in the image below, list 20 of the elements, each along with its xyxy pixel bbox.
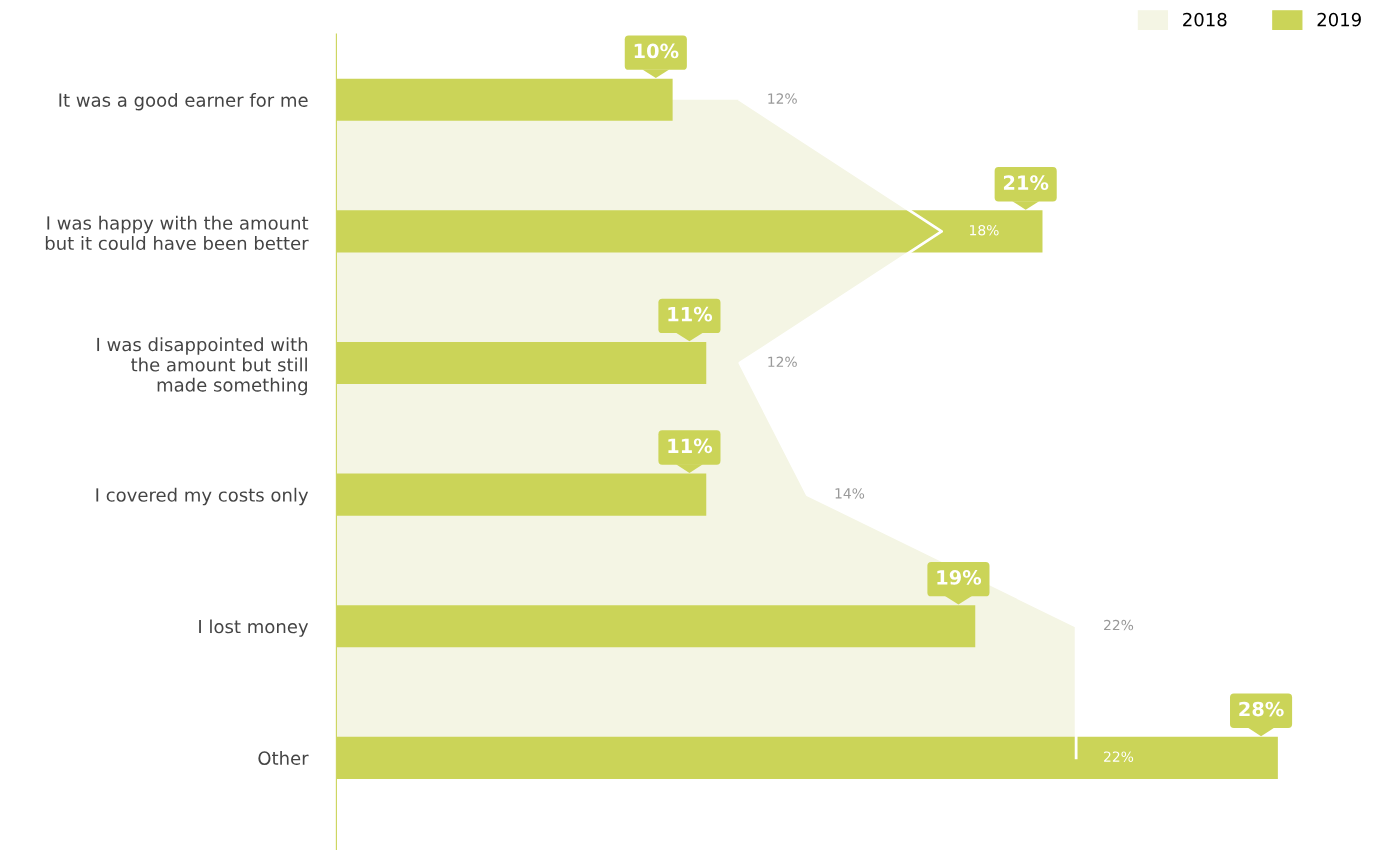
y-tick-label: I lost money: [199, 619, 309, 637]
y-tick-label: I was disappointed with the amount but still made something: [97, 337, 308, 396]
data-label: 18%: [970, 224, 999, 236]
data-label: 19%: [937, 570, 982, 585]
data-label: 12%: [768, 356, 797, 368]
y-tick-label: It was a good earner for me: [59, 92, 308, 111]
data-label: 22%: [1104, 619, 1134, 631]
data-label: 12%: [768, 93, 797, 104]
y-tick-label: I was happy with the amount but it could have been better: [45, 215, 309, 251]
data-label: 21%: [1003, 175, 1049, 190]
data-label: 11%: [668, 438, 713, 454]
data-label: 22%: [1104, 751, 1134, 762]
data-label: 14%: [835, 488, 865, 499]
data-label: 11%: [668, 306, 713, 322]
legend-label: 2019: [1317, 12, 1361, 27]
data-label: 10%: [634, 43, 679, 59]
legend-label: 2018: [1183, 12, 1227, 27]
y-tick-label: Other: [258, 751, 309, 765]
y-tick-label: I covered my costs only: [96, 487, 309, 506]
data-label: 28%: [1239, 701, 1284, 717]
